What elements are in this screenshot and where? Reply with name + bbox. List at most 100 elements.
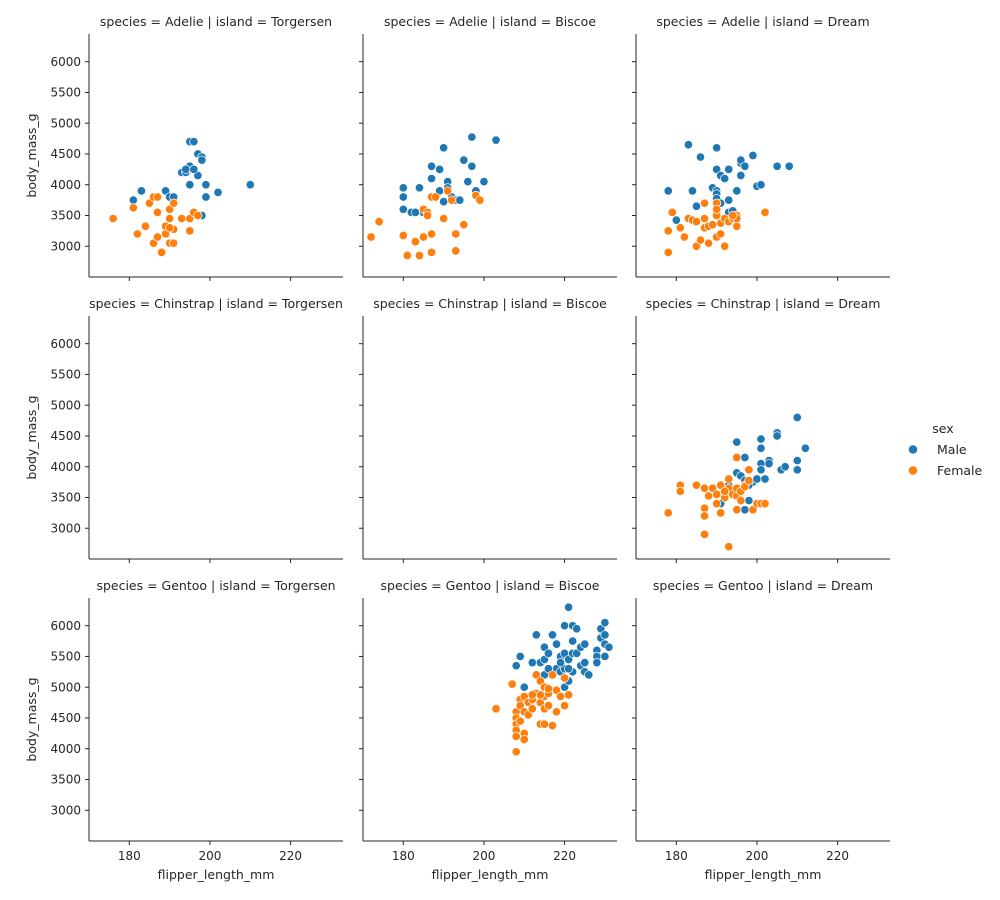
data-point-male [551, 639, 562, 649]
data-point-male [245, 180, 255, 190]
series-male [663, 140, 794, 225]
data-point-female [712, 204, 722, 214]
data-point-male [720, 174, 730, 184]
y-tick-label: 5000 [50, 398, 81, 412]
facet-title: species = Chinstrap | island = Torgersen [89, 296, 343, 311]
y-tick-label: 3500 [50, 209, 81, 223]
data-point-male [580, 658, 590, 668]
y-tick-label: 3000 [50, 521, 81, 535]
data-point-female [459, 220, 469, 230]
data-point-male [439, 143, 449, 153]
data-point-male [663, 186, 673, 196]
x-tick-label: 200 [472, 849, 495, 863]
data-point-male [560, 621, 570, 631]
y-tick-label: 4500 [50, 147, 81, 161]
x-tick-label: 180 [118, 849, 141, 863]
x-tick-label: 200 [745, 849, 768, 863]
data-point-male [439, 197, 449, 207]
data-point-female [663, 247, 673, 257]
data-point-female [451, 246, 461, 256]
legend-label-male: Male [937, 442, 967, 457]
facet-species-chinstrap-island-dream: species = Chinstrap | island = Dream [632, 296, 890, 563]
data-point-male [740, 505, 750, 515]
data-point-female [667, 207, 677, 217]
data-point-female [527, 690, 537, 700]
data-point-female [732, 505, 742, 515]
data-point-male [740, 452, 750, 463]
data-point-male [519, 682, 529, 692]
data-point-male [410, 207, 420, 217]
data-point-female [132, 229, 142, 239]
data-point-female [193, 210, 203, 221]
data-point-female [108, 214, 118, 224]
y-tick-label: 4000 [50, 742, 81, 756]
data-point-male [527, 658, 537, 668]
data-point-female [744, 476, 754, 486]
data-point-female [451, 229, 461, 239]
data-point-male [740, 161, 750, 171]
facet-species-gentoo-island-torgersen: species = Gentoo | island = Torgersen 300… [24, 578, 343, 882]
y-tick-label: 5000 [50, 116, 81, 130]
x-axis-label: flipper_length_mm [432, 867, 549, 882]
data-point-female [663, 226, 673, 236]
data-point-male [467, 161, 477, 171]
data-point-female [398, 230, 408, 241]
data-point-male [564, 602, 574, 612]
data-point-female [491, 704, 501, 714]
data-point-male [426, 174, 437, 184]
x-tick-label: 180 [665, 849, 688, 863]
data-point-male [479, 177, 489, 187]
facet-title: species = Gentoo | island = Biscoe [381, 578, 600, 593]
legend-marker-female [908, 465, 918, 476]
data-point-male [784, 161, 794, 171]
data-point-male [531, 630, 541, 640]
x-tick-label: 200 [198, 849, 221, 863]
x-axis-label: flipper_length_mm [705, 867, 822, 882]
data-point-male [600, 630, 610, 640]
data-point-female [704, 238, 714, 248]
data-point-female [691, 217, 702, 227]
data-point-male [671, 215, 681, 225]
data-point-male [128, 195, 138, 205]
data-point-male [744, 496, 754, 506]
data-point-male [687, 186, 697, 196]
data-point-female [511, 747, 521, 757]
data-point-male [756, 443, 766, 453]
data-point-female [699, 503, 710, 513]
legend-title: sex [932, 421, 953, 436]
y-tick-label: 5500 [50, 650, 81, 664]
data-point-male [564, 664, 574, 674]
data-point-female [152, 207, 163, 217]
data-point-female [169, 238, 179, 248]
facet-species-chinstrap-island-torgersen: species = Chinstrap | island = Torgersen… [24, 296, 343, 563]
facet-title: species = Gentoo | island = Dream [653, 578, 873, 593]
data-point-male [792, 412, 802, 423]
legend-label-female: Female [937, 463, 983, 478]
data-point-female [712, 499, 722, 509]
data-point-male [414, 183, 424, 193]
y-tick-label: 4000 [50, 178, 81, 192]
y-tick-label: 5500 [50, 368, 81, 382]
data-point-female [543, 701, 554, 711]
data-point-female [439, 214, 449, 224]
y-tick-label: 5500 [50, 86, 81, 100]
data-point-male [580, 639, 590, 649]
data-point-female [675, 223, 685, 233]
data-point-male [764, 459, 774, 469]
data-point-male [398, 183, 408, 193]
data-point-female [431, 192, 441, 202]
data-point-female [422, 210, 433, 221]
data-point-male [491, 135, 501, 145]
data-point-male [683, 140, 693, 150]
data-point-female [515, 716, 525, 726]
data-point-male [748, 150, 758, 161]
data-point-female [539, 719, 549, 729]
data-point-female [736, 496, 746, 506]
data-point-male [459, 155, 469, 165]
data-point-female [169, 198, 179, 208]
data-point-female [402, 250, 412, 261]
data-point-male [724, 164, 734, 174]
data-point-male [201, 192, 211, 202]
data-point-female [165, 223, 175, 233]
data-point-male [426, 161, 437, 171]
